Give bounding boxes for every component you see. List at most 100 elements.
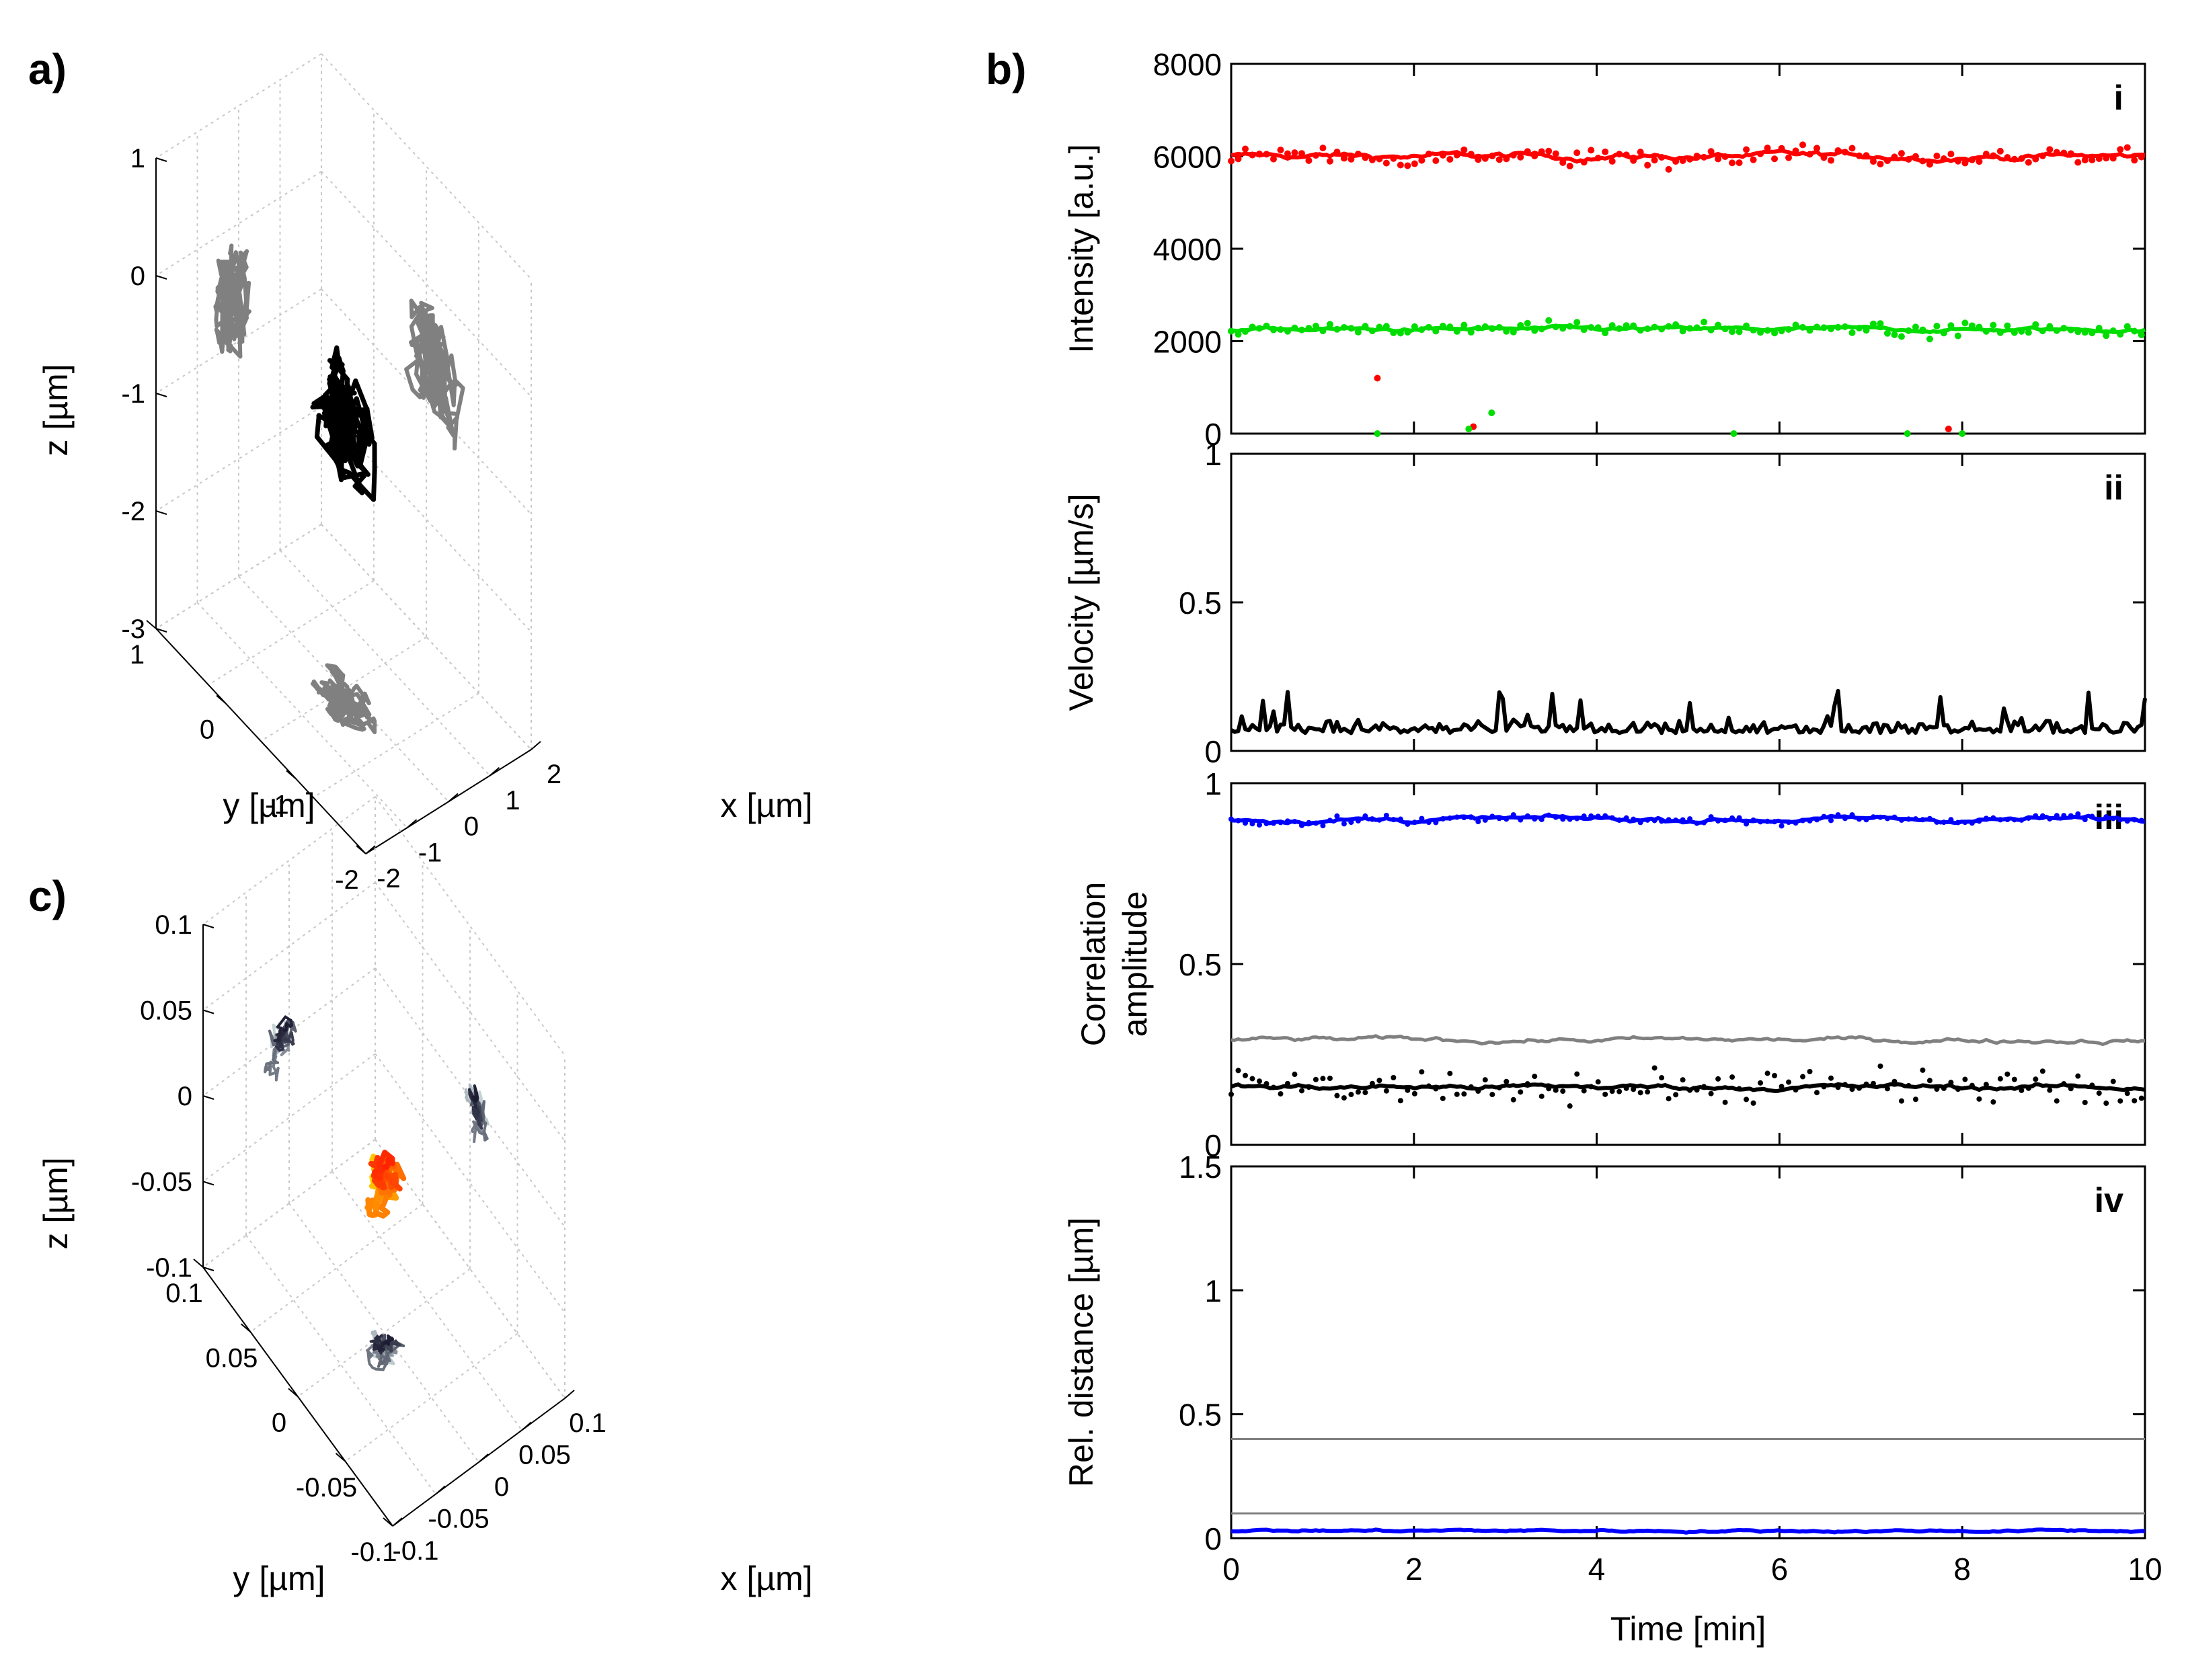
y-tick-label: 0	[1204, 1128, 1222, 1163]
data-point	[1278, 1091, 1284, 1097]
y-axis	[155, 628, 366, 854]
data-point	[1891, 331, 1898, 338]
data-point	[1883, 329, 1891, 337]
grid-line	[202, 1139, 376, 1268]
projection-right-wall	[473, 1084, 478, 1098]
data-point	[1432, 157, 1440, 164]
data-point	[2124, 1090, 2130, 1096]
data-point	[1446, 155, 1454, 163]
projection-right-wall	[454, 386, 465, 422]
data-point	[1729, 159, 1736, 167]
x-tick	[435, 1485, 446, 1495]
y-tick-label: 1	[1204, 766, 1222, 801]
data-point	[1772, 1073, 1778, 1079]
data-point	[1524, 319, 1531, 327]
z-tick	[202, 1267, 214, 1271]
data-point	[1447, 1070, 1453, 1076]
data-point	[1418, 157, 1426, 164]
data-point	[2131, 157, 2138, 164]
y-tick-label: 8000	[1153, 47, 1222, 82]
z-tick-label: 0	[178, 1082, 192, 1111]
projection-left-wall	[238, 256, 247, 280]
data-point	[1348, 155, 1355, 163]
y-axis-label: Intensity [a.u.]	[1062, 144, 1100, 353]
z-tick-label: -1	[121, 379, 145, 409]
data-point	[1645, 1089, 1651, 1095]
y-tick-label: 0.5	[1179, 947, 1222, 982]
series-line	[1231, 149, 2146, 164]
y-axis-label: y [µm]	[223, 787, 315, 824]
z-tick	[155, 393, 167, 397]
projection-right-wall	[439, 325, 449, 359]
grid-line	[260, 636, 427, 742]
data-point	[2117, 1098, 2123, 1104]
data-point	[1799, 141, 1807, 149]
z-tick	[155, 157, 167, 162]
velocity-line	[1230, 688, 2147, 735]
data-point	[1461, 1091, 1467, 1097]
panel-label-a: a)	[28, 45, 67, 93]
projection-right-wall	[438, 413, 457, 434]
data-point	[1277, 147, 1284, 154]
data-point	[1242, 1072, 1248, 1078]
data-point	[1715, 155, 1722, 163]
y-tick-label: 0.5	[1179, 586, 1222, 621]
data-point	[1990, 321, 1997, 329]
data-point	[1750, 156, 1757, 163]
outlier-point	[1374, 430, 1381, 437]
data-point	[2074, 159, 2082, 166]
data-point	[2075, 1073, 2081, 1079]
z-tick	[202, 1009, 214, 1014]
data-point	[1362, 1090, 1368, 1096]
data-point	[1382, 159, 1390, 167]
y-tick	[286, 770, 297, 780]
data-point	[1644, 161, 1651, 169]
data-point	[1256, 822, 1262, 828]
distance-line	[1231, 1527, 2146, 1535]
projection-right-wall	[409, 311, 422, 329]
x-tick-label: -1	[418, 838, 442, 867]
y-tick-label: 0	[200, 715, 214, 745]
data-point	[1404, 162, 1411, 169]
data-point	[2110, 1078, 2116, 1084]
grid-line	[202, 796, 376, 925]
data-point	[1391, 1074, 1397, 1080]
y-tick	[383, 1517, 393, 1527]
data-point	[2082, 1099, 2088, 1105]
y-tick-label: -2	[335, 865, 359, 895]
panel-b-iv-distance: 0 0.5 1 1.5 Rel. distance [µm] iv 0 2 4 6 8 10 Time …	[1062, 1150, 2162, 1648]
grid-line	[155, 288, 322, 394]
data-point	[1807, 1068, 1813, 1074]
projection-right-wall	[434, 356, 441, 379]
z-axis-label: z [µm]	[37, 1157, 75, 1249]
trajectory-segment	[331, 437, 341, 452]
data-point	[1828, 1075, 1834, 1081]
data-point	[2138, 1095, 2144, 1101]
grid-line	[313, 692, 479, 799]
grid-line	[321, 524, 532, 750]
grid-line	[279, 550, 491, 776]
data-point	[1489, 1092, 1495, 1098]
z-tick	[155, 275, 167, 280]
x-tick-label: 10	[2128, 1552, 2162, 1587]
data-point	[1743, 146, 1750, 153]
projection-floor	[358, 696, 372, 717]
data-point	[1898, 333, 1905, 340]
data-point	[1419, 1069, 1425, 1075]
data-point	[2011, 1076, 2017, 1082]
z-tick-label: -0.1	[146, 1253, 192, 1283]
data-point	[1545, 147, 1553, 155]
data-point	[1758, 1080, 1764, 1086]
y-tick-label: 1	[1204, 437, 1222, 472]
data-point	[1877, 1063, 1883, 1069]
data-point	[1651, 1065, 1657, 1071]
data-point	[2103, 332, 2110, 339]
trajectory-segment	[314, 413, 321, 440]
x-tick	[448, 793, 459, 803]
data-point	[1722, 1099, 1728, 1105]
y-tick-label: 0	[1204, 1521, 1222, 1556]
data-point	[2046, 146, 2054, 153]
data-point	[1284, 150, 1291, 157]
data-point	[1545, 317, 1553, 324]
